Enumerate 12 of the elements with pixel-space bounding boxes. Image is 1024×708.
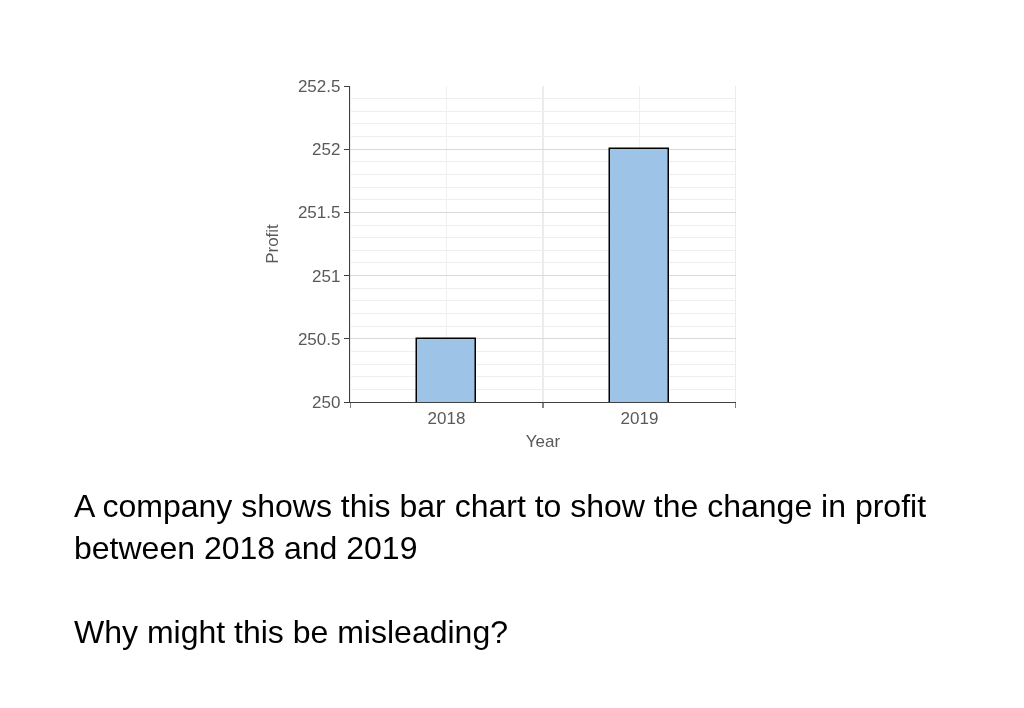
x-axis-title: Year [525,431,561,451]
y-tick-label: 251 [312,266,341,286]
y-axis-title: Profit [263,223,283,264]
x-tick-label: 2018 [427,408,466,428]
x-tick-label: 2019 [620,408,659,428]
y-tick-label: 252.5 [297,76,341,96]
y-tick-label: 250.5 [297,329,341,349]
text: Why might this be misleading? [74,614,508,650]
y-tick-label: 252 [312,140,341,160]
text: A company shows this bar chart to show the change in profit between 2018 and 2019 [74,488,927,566]
y-tick-label: 250 [312,392,341,412]
y-tick-label: 251.5 [297,203,341,223]
